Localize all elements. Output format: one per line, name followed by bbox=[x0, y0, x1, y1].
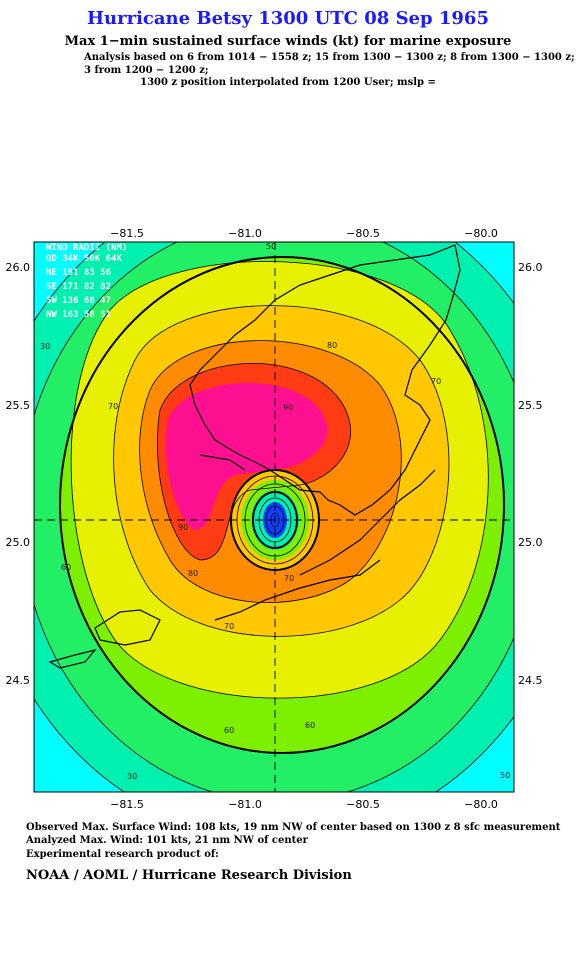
contour-label: 90 bbox=[283, 403, 293, 412]
chart-title: Hurricane Betsy 1300 UTC 08 Sep 1965 bbox=[87, 8, 489, 29]
wind-radii-row: NW 163 58 51 bbox=[46, 310, 111, 320]
contour-label: 90 bbox=[178, 523, 188, 532]
center-crosshair bbox=[34, 242, 514, 792]
contour-fill bbox=[34, 242, 514, 792]
contour-label-layer: 90 90 80 80 70 70 70 70 60 60 60 50 50 30 30 bbox=[40, 242, 510, 781]
lat-tick-label: 24.5 bbox=[6, 674, 31, 687]
analysis-notes: Analysis based on 6 from 1014 − 1558 z; … bbox=[84, 52, 575, 77]
contour-label: 30 bbox=[127, 772, 137, 781]
plot-frame bbox=[33, 241, 515, 793]
contour-label: 50 bbox=[500, 771, 510, 780]
wind-radii-table: WIND RADII (NM) QD 34K 50K 64K NE 191 83… bbox=[46, 243, 127, 320]
analysis-line-1: Analysis based on 6 from 1014 − 1558 z; … bbox=[84, 52, 575, 63]
wind-radii-title: WIND RADII (NM) bbox=[46, 243, 127, 253]
contour-label: 70 bbox=[431, 377, 441, 386]
contour-label: 60 bbox=[224, 726, 234, 735]
interpolation-note: 1300 z position interpolated from 1200 U… bbox=[140, 77, 436, 88]
wind-radii-row: SE 171 82 82 bbox=[46, 282, 111, 292]
wind-radii-row: SW 136 68 47 bbox=[46, 296, 111, 306]
lat-tick-label: 25.0 bbox=[6, 536, 31, 549]
contour-label: 60 bbox=[305, 721, 315, 730]
lon-tick-label: −80.0 bbox=[464, 227, 498, 240]
lon-tick-label: −80.5 bbox=[346, 798, 380, 811]
wind-field-map: 90 90 80 80 70 70 70 70 60 60 60 50 50 30 30 WIND RADI… bbox=[6, 227, 543, 811]
contour-label: 80 bbox=[327, 341, 337, 350]
analysis-line-2: 3 from 1200 − 1200 z; bbox=[84, 64, 209, 76]
lat-tick-label: 25.5 bbox=[518, 399, 543, 412]
lon-tick-label: −80.0 bbox=[464, 798, 498, 811]
wind-radii-header: QD 34K 50K 64K bbox=[46, 254, 122, 264]
lat-tick-label: 25.0 bbox=[518, 536, 543, 549]
lat-tick-label: 26.0 bbox=[518, 261, 543, 274]
coastline bbox=[48, 244, 461, 669]
product-credit: Experimental research product of: bbox=[26, 849, 219, 860]
wind-band-100 bbox=[165, 382, 328, 530]
contour-label: 70 bbox=[224, 622, 234, 631]
lon-tick-label: −81.0 bbox=[228, 227, 262, 240]
lon-tick-label: −81.0 bbox=[228, 798, 262, 811]
lon-tick-label: −80.5 bbox=[346, 227, 380, 240]
chart-subtitle: Max 1−min sustained surface winds (kt) f… bbox=[64, 34, 512, 49]
lat-tick-label: 24.5 bbox=[518, 674, 543, 687]
observed-max-wind: Observed Max. Surface Wind: 108 kts, 19 … bbox=[26, 822, 561, 833]
wind-radii-row: NE 191 83 56 bbox=[46, 268, 111, 278]
contour-label: 50 bbox=[266, 242, 276, 251]
contour-label: 80 bbox=[188, 569, 198, 578]
analyzed-max-wind: Analyzed Max. Wind: 101 kts, 21 nm NW of… bbox=[26, 835, 308, 846]
lon-tick-label: −81.5 bbox=[110, 227, 144, 240]
contour-label: 30 bbox=[40, 342, 50, 351]
lat-ticks-left: 26.0 25.5 25.0 24.5 bbox=[6, 261, 31, 687]
organization-name: NOAA / AOML / Hurricane Research Divisio… bbox=[26, 868, 352, 883]
lon-ticks-top: −81.5 −81.0 −80.5 −80.0 bbox=[110, 227, 498, 240]
lat-tick-label: 26.0 bbox=[6, 261, 31, 274]
contour-label: 70 bbox=[108, 402, 118, 411]
lon-ticks-bottom: −81.5 −81.0 −80.5 −80.0 bbox=[110, 798, 498, 811]
lat-ticks-right: 26.0 25.5 25.0 24.5 bbox=[518, 261, 543, 687]
contour-label: 60 bbox=[61, 563, 71, 572]
lat-tick-label: 25.5 bbox=[6, 399, 31, 412]
lon-tick-label: −81.5 bbox=[110, 798, 144, 811]
contour-label: 70 bbox=[284, 574, 294, 583]
